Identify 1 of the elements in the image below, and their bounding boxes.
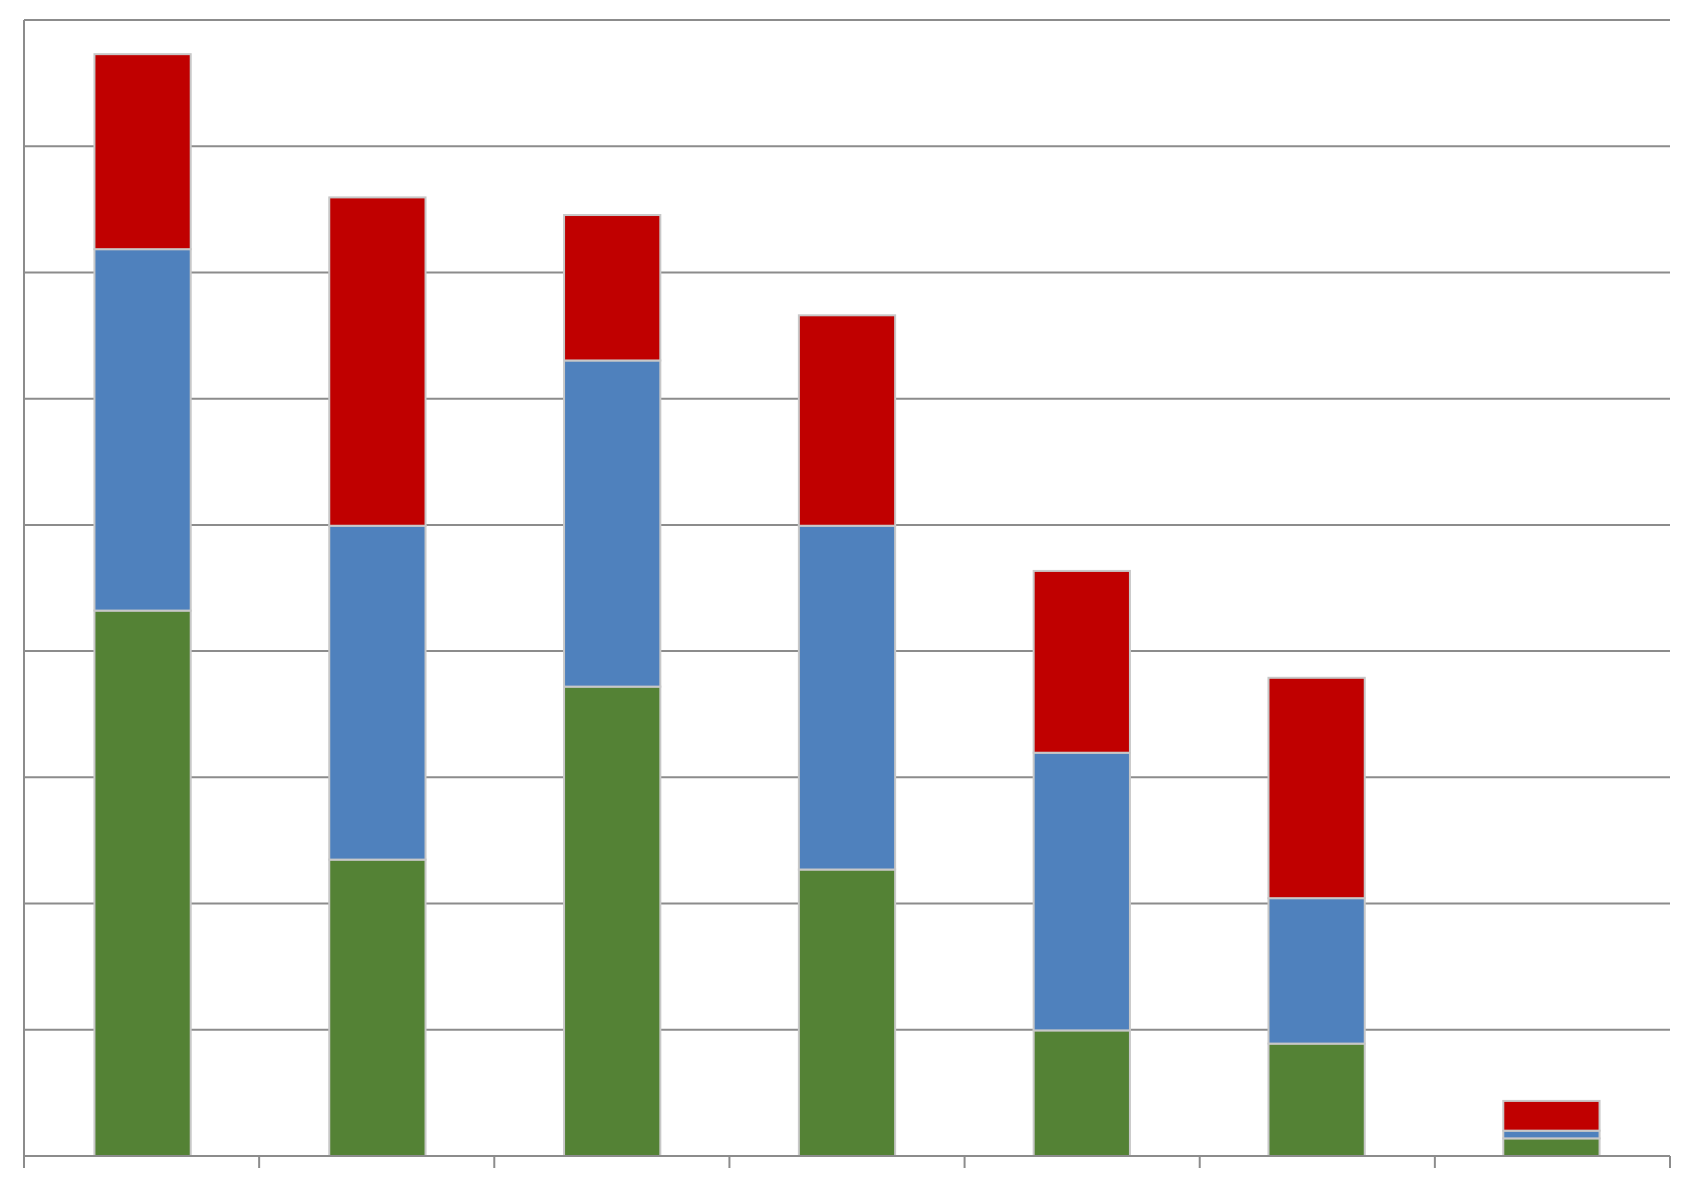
- bar: [1502, 1099, 1601, 1132]
